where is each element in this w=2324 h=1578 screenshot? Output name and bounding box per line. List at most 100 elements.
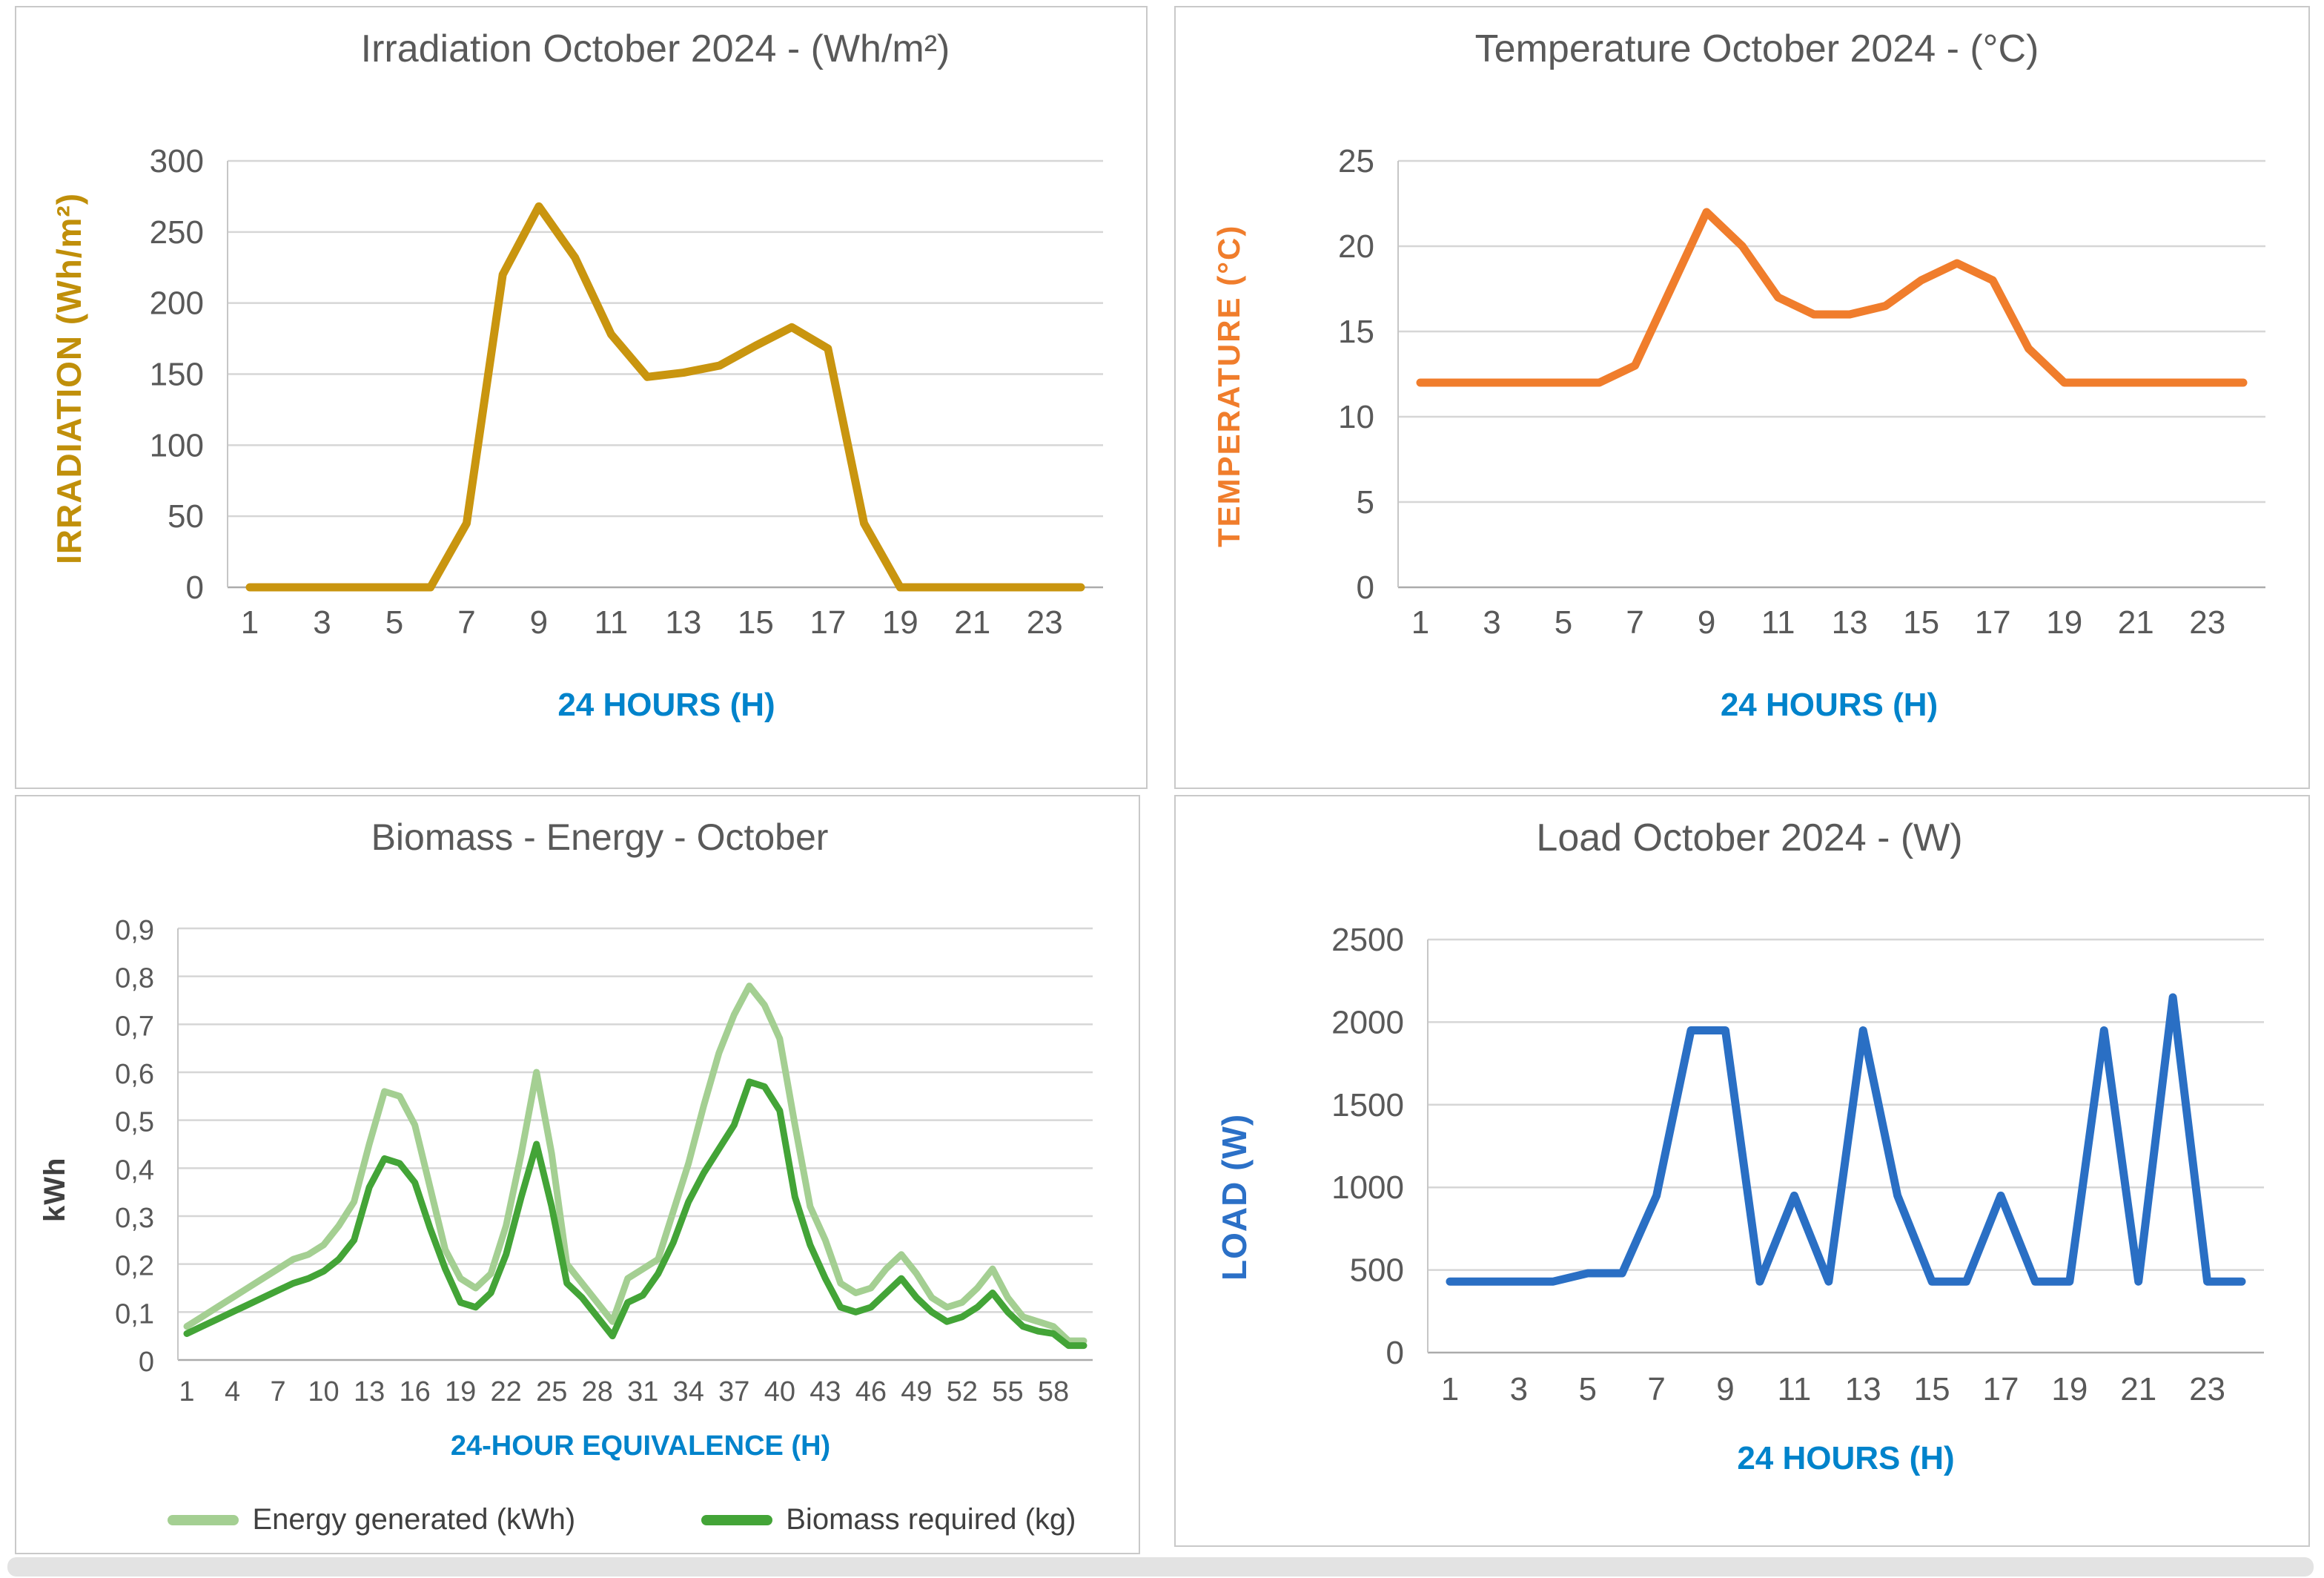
y-tick-label: 0,4 (115, 1155, 154, 1186)
y-tick-label: 500 (1350, 1252, 1404, 1289)
x-axis-label: 24 HOURS (H) (557, 687, 775, 723)
y-tick-label: 150 (150, 357, 204, 393)
x-tick-label: 10 (308, 1376, 339, 1407)
x-tick-label: 21 (2120, 1371, 2156, 1407)
x-tick-label: 3 (1510, 1371, 1528, 1407)
chart-title: Biomass - Energy - October (371, 816, 829, 858)
legend-label: Energy generated (kWh) (252, 1503, 576, 1536)
x-tick-label: 11 (595, 604, 629, 641)
x-tick-label: 17 (1982, 1371, 2019, 1407)
x-tick-label: 7 (457, 604, 475, 641)
x-axis-label: 24 HOURS (H) (1720, 687, 1939, 723)
x-tick-label: 5 (1578, 1371, 1596, 1407)
x-tick-label: 15 (1914, 1371, 1950, 1407)
series-line-load-w- (1446, 993, 2246, 1286)
y-tick-label: 0,7 (115, 1011, 154, 1042)
x-tick-label: 34 (673, 1376, 704, 1407)
x-tick-label: 19 (2051, 1371, 2088, 1407)
x-tick-label: 5 (385, 604, 403, 641)
energy-generated-swatch-icon (168, 1514, 239, 1525)
x-axis-label: 24-HOUR EQUIVALENCE (H) (450, 1430, 831, 1462)
x-tick-label: 31 (627, 1376, 658, 1407)
x-tick-label: 23 (1027, 604, 1063, 641)
legend-item-energy-generated: Energy generated (kWh) (168, 1503, 575, 1536)
y-tick-label: 1000 (1331, 1169, 1404, 1206)
x-tick-label: 19 (882, 604, 918, 641)
x-tick-label: 1 (241, 604, 259, 641)
load-chart-panel: Load October 2024 - (W) LOAD (W) 0 500 100… (1174, 795, 2310, 1547)
x-tick-label: 11 (1778, 1371, 1812, 1407)
x-tick-label: 16 (399, 1376, 430, 1407)
x-tick-label: 43 (810, 1376, 841, 1407)
y-tick-label: 2500 (1331, 922, 1404, 958)
y-tick-label: 0,8 (115, 963, 154, 994)
chart-title: Load October 2024 - (W) (1536, 816, 1963, 859)
x-tick-label: 52 (947, 1376, 978, 1407)
biomass-energy-line-chart: 0 0,1 0,2 0,3 0,4 0,5 0,6 0,7 0,8 0,9 1 4 7 10 13 16 19 2… (115, 915, 1093, 1407)
x-tick-label: 28 (582, 1376, 613, 1407)
x-tick-label: 11 (1761, 604, 1795, 641)
biomass-required-swatch-icon (701, 1514, 773, 1525)
series-line-irradiation-wh-m- (245, 202, 1085, 592)
x-tick-label: 37 (718, 1376, 749, 1407)
x-tick-label: 15 (738, 604, 774, 641)
x-tick-label: 13 (1845, 1371, 1881, 1407)
temperature-chart-panel: Temperature October 2024 - (°C) TEMPERAT… (1174, 6, 2310, 789)
x-tick-label: 3 (313, 604, 331, 641)
chart-title: Irradiation October 2024 - (Wh/m²) (360, 27, 950, 70)
y-tick-label: 0,6 (115, 1059, 154, 1090)
y-tick-label: 100 (150, 427, 204, 463)
y-tick-label: 15 (1338, 314, 1374, 350)
y-tick-label: 10 (1338, 399, 1374, 435)
x-tick-label: 40 (764, 1376, 795, 1407)
x-axis-label: 24 HOURS (H) (1737, 1440, 1955, 1476)
x-tick-label: 23 (2189, 1371, 2225, 1407)
x-tick-label: 1 (1441, 1371, 1459, 1407)
y-tick-label: 0 (1386, 1335, 1404, 1371)
y-tick-label: 250 (150, 214, 204, 251)
x-tick-label: 25 (536, 1376, 567, 1407)
x-tick-label: 9 (1716, 1371, 1734, 1407)
x-tick-label: 49 (901, 1376, 932, 1407)
x-tick-label: 21 (2118, 604, 2154, 641)
y-tick-label: 0,5 (115, 1107, 154, 1138)
x-tick-label: 7 (1626, 604, 1643, 641)
x-tick-label: 4 (225, 1376, 240, 1407)
window-bottom-edge (7, 1557, 2314, 1577)
x-tick-label: 55 (992, 1376, 1023, 1407)
x-tick-label: 19 (445, 1376, 476, 1407)
legend-label: Biomass required (kg) (786, 1503, 1076, 1536)
y-tick-label: 0 (186, 570, 204, 606)
chart-legend: Energy generated (kWh) Biomass required … (105, 1503, 1139, 1536)
y-tick-label: 25 (1338, 143, 1374, 179)
y-tick-label: 50 (168, 498, 204, 535)
y-tick-label: 0,1 (115, 1298, 154, 1330)
x-tick-label: 17 (810, 604, 846, 641)
irradiation-chart-panel: Irradiation October 2024 - (Wh/m²) IRRAD… (15, 6, 1148, 789)
biomass-energy-chart-panel: Biomass - Energy - October kWh 0 0,1 0,2 0,… (15, 795, 1140, 1554)
x-tick-label: 19 (2046, 604, 2082, 641)
x-tick-label: 1 (179, 1376, 194, 1407)
y-tick-label: 0 (139, 1347, 154, 1378)
x-tick-label: 58 (1038, 1376, 1069, 1407)
y-tick-label: 0,2 (115, 1251, 154, 1282)
series-line-energy-generated-kwh- (183, 983, 1087, 1344)
x-tick-label: 7 (1647, 1371, 1665, 1407)
y-tick-label: 1500 (1331, 1087, 1404, 1123)
series-line-biomass-required-kg- (183, 1078, 1087, 1350)
x-tick-label: 7 (270, 1376, 285, 1407)
x-tick-label: 13 (354, 1376, 385, 1407)
y-tick-label: 300 (150, 143, 204, 179)
x-tick-label: 13 (665, 604, 701, 641)
x-tick-label: 23 (2189, 604, 2225, 641)
x-tick-label: 9 (530, 604, 548, 641)
y-tick-label: 2000 (1331, 1004, 1404, 1040)
y-tick-label: 20 (1338, 228, 1374, 265)
x-tick-label: 5 (1555, 604, 1572, 641)
y-tick-label: 0 (1357, 570, 1374, 606)
x-tick-label: 1 (1411, 604, 1429, 641)
